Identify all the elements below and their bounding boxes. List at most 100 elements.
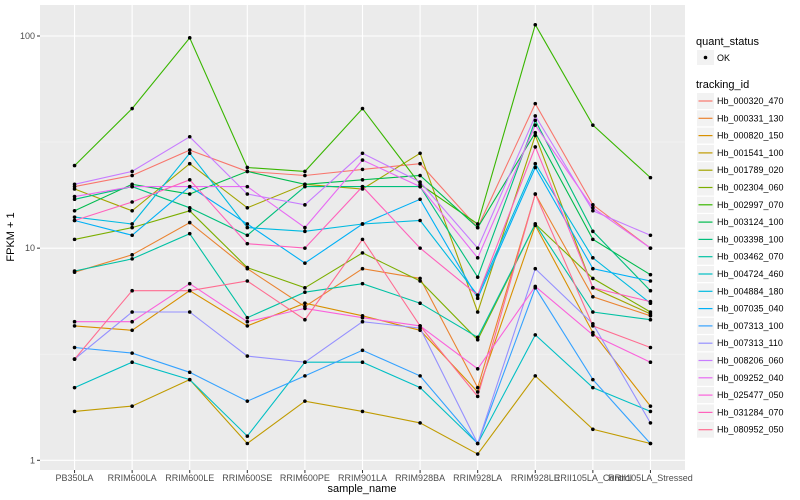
data-point [187,281,192,286]
data-point [648,441,653,446]
data-point [72,197,77,202]
data-point [648,246,653,250]
data-point [72,319,77,324]
legend-label: Hb_004724_460 [717,269,784,279]
data-point [360,319,365,324]
legend-label: Hb_001541_100 [717,148,784,158]
data-point [72,218,77,223]
data-point [303,261,307,265]
data-point [303,225,307,230]
data-point [360,251,365,255]
legend-label: Hb_007313_110 [717,338,783,348]
data-point [130,106,134,111]
data-point [245,192,250,196]
data-point [591,310,595,314]
data-point [418,173,422,178]
data-point [187,161,192,166]
data-point [245,225,250,230]
data-point [648,288,653,293]
data-point [475,452,480,456]
data-point [418,301,422,306]
data-point [72,182,77,187]
legend-label: Hb_000820_150 [717,131,784,141]
data-point [187,288,192,293]
color-legend-items: Hb_000320_470 Hb_000331_130 Hb_000820_150 H… [697,93,784,438]
data-point [533,123,538,127]
data-point [533,222,538,226]
data-point [475,335,480,340]
y-axis-title: FPKM + 1 [5,212,17,261]
data-point [360,177,365,182]
data-point [72,409,77,414]
data-point [187,148,192,152]
data-point [72,163,77,168]
data-point [130,225,134,230]
data-point [591,427,595,432]
data-point [130,257,134,261]
data-point [245,434,250,438]
data-point [418,180,422,184]
legend-label: Hb_000320_470 [717,96,784,106]
data-point [245,315,250,320]
data-point [130,404,134,408]
data-point [418,151,422,156]
data-point [475,394,480,399]
data-point [187,231,192,236]
data-point [303,301,307,306]
data-point [533,192,538,196]
data-point [130,310,134,314]
data-point [648,317,653,322]
data-point [360,222,365,226]
data-point [303,290,307,294]
data-point [475,246,480,250]
data-point [418,161,422,166]
data-point [245,241,250,246]
data-point [187,177,192,182]
data-point [591,385,595,390]
data-point [475,222,480,226]
data-point [303,399,307,403]
legend-label: Hb_001789_020 [717,165,784,175]
data-point [533,145,538,149]
x-tick-label: RRIM928LA [453,473,502,483]
x-tick-label: RRIM928BA [395,473,445,483]
data-point [591,266,595,271]
data-point [245,222,250,226]
data-point [130,288,134,293]
legend-label: Hb_025477_050 [717,390,784,400]
data-point [130,222,134,226]
data-point [591,205,595,210]
data-point [303,360,307,364]
data-point [187,310,192,314]
data-point [591,294,595,299]
series-points [72,22,653,456]
data-point [187,36,192,40]
legend-label: Hb_080952_050 [717,425,784,435]
data-point [648,279,653,283]
legend-label: Hb_003462_070 [717,252,784,262]
data-point [245,279,250,283]
data-point [130,184,134,189]
data-point [187,208,192,213]
data-point [648,421,653,425]
data-point [130,351,134,355]
data-point [187,184,192,189]
data-point [475,293,480,298]
data-point [360,281,365,286]
data-point [418,246,422,250]
data-point [475,385,480,390]
legend-label: Hb_007035_040 [717,304,784,314]
x-tick-label: RRIM600PE [280,473,330,483]
data-point [303,306,307,311]
data-point [533,118,538,123]
data-point [591,286,595,290]
y-axis: 1 10 100 [20,31,40,465]
data-point [418,385,422,390]
data-point [303,184,307,189]
data-point [648,233,653,238]
y-tick-label: 10 [25,243,35,253]
data-point [533,22,538,27]
data-point [187,220,192,225]
data-point [72,215,77,219]
data-point [72,357,77,361]
